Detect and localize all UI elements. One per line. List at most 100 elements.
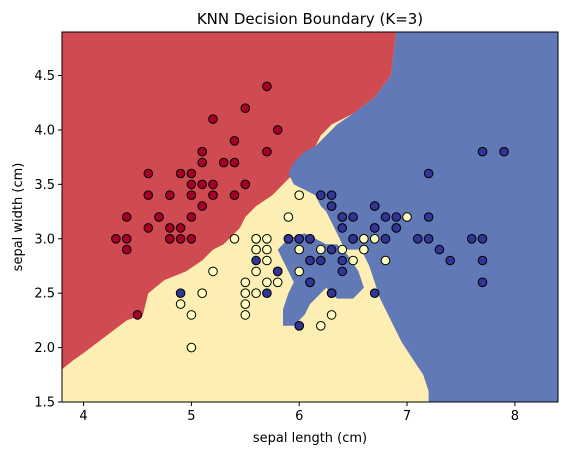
point-class-1-8 xyxy=(186,342,197,353)
point-class-2-34 xyxy=(380,212,391,222)
point-class-2-44 xyxy=(337,212,348,222)
point-class-1-28 xyxy=(294,266,305,277)
point-class-2-45 xyxy=(305,255,315,266)
point-class-2-41 xyxy=(294,234,305,244)
point-class-0-4 xyxy=(186,168,197,179)
y-tick-label-2: 2.5 xyxy=(34,287,55,302)
point-class-1-27 xyxy=(240,288,251,299)
point-class-1-41 xyxy=(197,288,207,299)
point-class-1-21 xyxy=(359,234,369,244)
point-class-0-31 xyxy=(208,114,218,124)
point-class-2-0 xyxy=(326,201,337,211)
point-class-0-15 xyxy=(262,81,272,92)
point-class-0-22 xyxy=(208,190,218,200)
point-class-0-37 xyxy=(240,179,251,190)
point-class-1-3 xyxy=(262,255,272,266)
point-class-2-31 xyxy=(337,223,348,233)
point-class-1-17 xyxy=(283,212,294,222)
point-class-2-20 xyxy=(477,255,488,266)
x-tick-label-1: 5 xyxy=(187,409,195,424)
point-class-2-16 xyxy=(477,277,488,288)
point-class-2-10 xyxy=(348,212,358,222)
region-class-0-0 xyxy=(62,32,397,370)
point-class-2-23 xyxy=(316,255,326,266)
point-class-0-16 xyxy=(197,146,207,157)
x-tick-label-4: 8 xyxy=(511,409,519,424)
point-class-0-35 xyxy=(143,168,154,179)
point-class-1-37 xyxy=(251,266,261,277)
point-class-0-24 xyxy=(240,103,251,113)
point-class-0-19 xyxy=(197,157,207,168)
point-class-2-9 xyxy=(423,168,434,179)
point-class-2-15 xyxy=(477,146,488,157)
point-class-2-43 xyxy=(369,223,380,233)
point-class-2-12 xyxy=(380,234,391,244)
point-class-0-7 xyxy=(186,190,197,200)
point-class-0-13 xyxy=(111,234,121,244)
point-class-1-39 xyxy=(262,244,272,255)
point-class-1-26 xyxy=(240,299,251,309)
point-class-2-19 xyxy=(251,255,261,266)
point-class-2-42 xyxy=(391,223,402,233)
point-class-0-27 xyxy=(132,310,143,320)
point-class-0-26 xyxy=(121,234,132,244)
point-class-1-29 xyxy=(229,234,240,244)
point-class-2-24 xyxy=(305,234,315,244)
point-class-1-7 xyxy=(208,266,218,277)
point-class-2-28 xyxy=(499,146,509,157)
point-class-0-11 xyxy=(165,190,175,200)
point-class-0-17 xyxy=(262,146,272,157)
point-class-0-8 xyxy=(121,244,132,255)
point-class-2-11 xyxy=(337,266,348,277)
point-class-2-35 xyxy=(369,201,380,211)
point-class-0-10 xyxy=(229,157,240,168)
point-class-2-25 xyxy=(337,255,348,266)
point-class-2-2 xyxy=(413,234,423,244)
point-class-1-6 xyxy=(359,244,369,255)
point-class-1-38 xyxy=(262,234,272,244)
y-tick-label-3: 3.0 xyxy=(34,232,55,247)
point-class-0-9 xyxy=(175,223,186,233)
point-class-0-20 xyxy=(186,234,197,244)
point-class-0-5 xyxy=(229,136,240,146)
point-class-2-18 xyxy=(391,212,402,222)
point-class-1-35 xyxy=(272,277,283,288)
point-class-2-7 xyxy=(434,244,445,255)
point-class-2-39 xyxy=(283,234,294,244)
point-class-2-22 xyxy=(423,212,434,222)
point-class-0-36 xyxy=(175,168,186,179)
point-class-1-36 xyxy=(186,310,197,320)
point-class-0-6 xyxy=(143,190,154,200)
point-class-2-26 xyxy=(423,234,434,244)
point-class-1-2 xyxy=(348,255,358,266)
y-tick-label-1: 2.0 xyxy=(34,341,55,356)
x-axis: 4 5 6 7 8 xyxy=(79,402,519,424)
point-class-1-23 xyxy=(369,234,380,244)
point-class-0-38 xyxy=(165,234,175,244)
point-class-0-30 xyxy=(165,223,175,233)
y-axis-label: sepal width (cm) xyxy=(11,163,26,272)
x-tick-label-2: 6 xyxy=(295,409,303,424)
point-class-1-33 xyxy=(240,277,251,288)
y-tick-label-5: 4.0 xyxy=(34,123,55,138)
x-tick-label-3: 7 xyxy=(403,409,411,424)
point-class-0-14 xyxy=(272,125,283,135)
y-tick-label-0: 1.5 xyxy=(34,396,55,411)
point-class-1-15 xyxy=(316,321,326,331)
chart-title: KNN Decision Boundary (K=3) xyxy=(197,10,423,28)
y-tick-label-4: 3.5 xyxy=(34,178,55,193)
y-axis: 1.5 2.0 2.5 3.0 3.5 4.0 4.5 xyxy=(34,69,62,411)
point-class-1-1 xyxy=(240,310,251,320)
point-class-2-6 xyxy=(175,288,186,299)
point-class-1-32 xyxy=(251,234,261,244)
point-class-0-18 xyxy=(229,190,240,200)
point-class-2-3 xyxy=(326,244,337,255)
point-class-2-30 xyxy=(477,234,488,244)
region-class-2-1 xyxy=(288,32,558,402)
point-class-0-3 xyxy=(143,223,154,233)
point-class-0-1 xyxy=(175,234,186,244)
decision-regions xyxy=(62,32,558,402)
point-class-2-37 xyxy=(348,234,358,244)
point-class-0-28 xyxy=(121,212,132,222)
